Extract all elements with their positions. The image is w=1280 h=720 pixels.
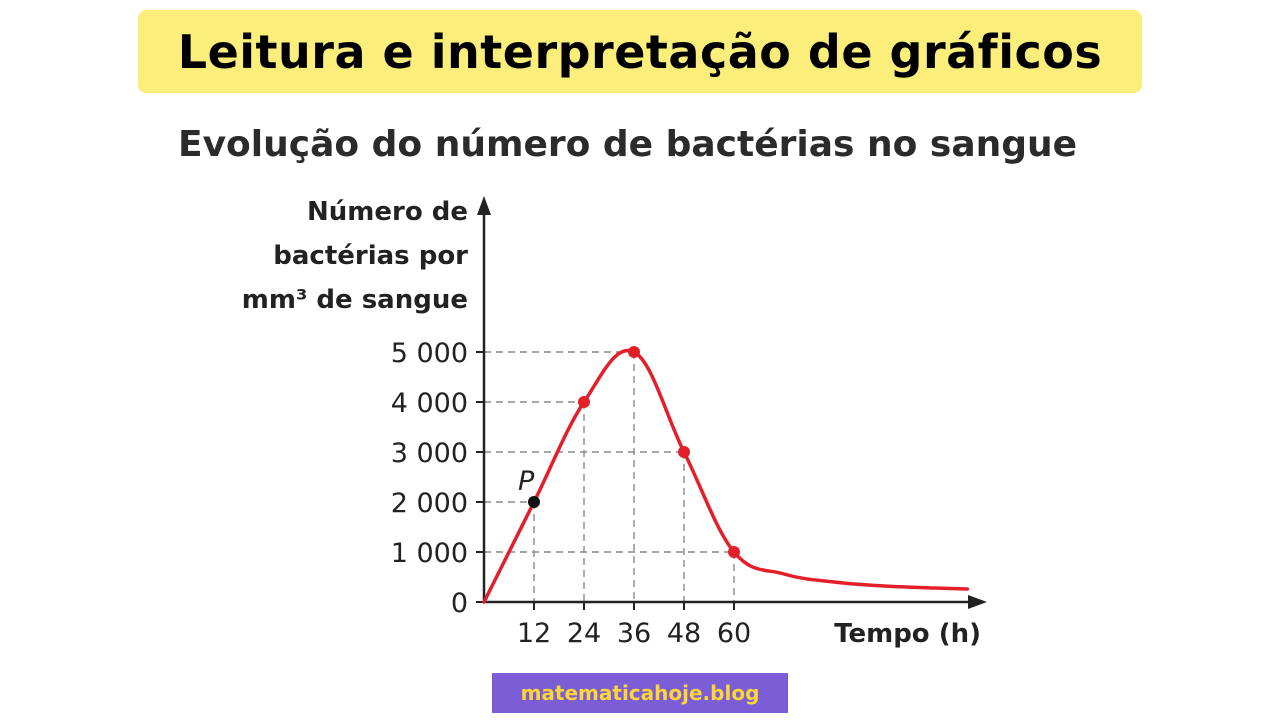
guide-lines xyxy=(484,351,735,602)
y-axis-label-line: Número de xyxy=(307,197,468,227)
x-tick-label: 24 xyxy=(567,618,601,649)
page-title: Leitura e interpretação de gráficos xyxy=(177,24,1103,79)
x-tick-label: 60 xyxy=(717,618,751,649)
chart-title: Evolução do número de bactérias no sangu… xyxy=(178,124,1078,165)
point-p-label: P xyxy=(518,466,535,497)
x-tick-label: 12 xyxy=(517,618,551,649)
site-badge: matematicahoje.blog xyxy=(492,673,788,713)
data-point-marker xyxy=(628,346,640,358)
x-axis-arrow xyxy=(968,595,987,609)
y-axis-label: Número de bactérias por mm³ de sangue xyxy=(242,197,468,315)
y-tick-label: 4 000 xyxy=(391,388,468,419)
y-tick-label: 1 000 xyxy=(391,538,468,569)
y-ticks: 0 1 000 2 000 3 000 4 000 5 000 xyxy=(391,338,484,619)
data-point-marker xyxy=(578,396,590,408)
y-tick-label: 5 000 xyxy=(391,338,468,369)
y-tick-label: 0 xyxy=(451,588,468,619)
bacteria-curve xyxy=(482,348,970,604)
x-ticks: 12 24 36 48 60 xyxy=(517,602,751,649)
point-p-marker xyxy=(528,496,540,508)
axes xyxy=(477,196,987,609)
y-axis-label-line: bactérias por xyxy=(273,241,468,271)
y-axis-arrow xyxy=(477,196,491,215)
x-tick-label: 36 xyxy=(617,618,651,649)
data-point-marker xyxy=(678,446,690,458)
data-point-marker xyxy=(728,546,740,558)
x-tick-label: 48 xyxy=(667,618,701,649)
site-url: matematicahoje.blog xyxy=(520,681,760,705)
y-tick-label: 2 000 xyxy=(391,488,468,519)
y-axis-label-line: mm³ de sangue xyxy=(242,285,468,315)
data-points: P xyxy=(518,346,740,558)
x-axis-label: Tempo (h) xyxy=(834,619,981,649)
title-banner: Leitura e interpretação de gráficos xyxy=(138,10,1142,93)
y-tick-label: 3 000 xyxy=(391,438,468,469)
